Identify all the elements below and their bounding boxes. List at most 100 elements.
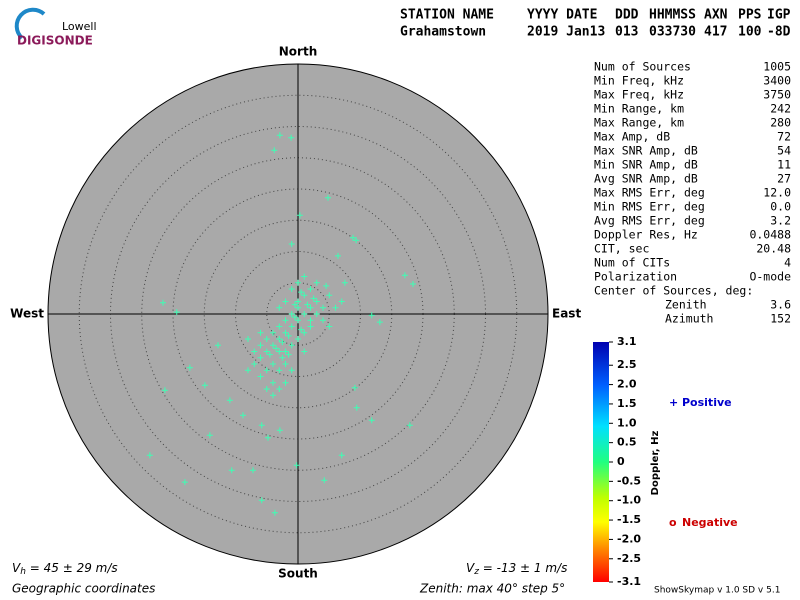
- colorbar-tick-label: 0: [617, 455, 625, 468]
- colorbar-tick-label: 1.0: [617, 416, 637, 429]
- source-point: [276, 427, 283, 434]
- source-point: [271, 147, 278, 154]
- direction-label: West: [10, 307, 44, 321]
- source-point: [338, 452, 345, 459]
- source-point: [368, 417, 375, 424]
- center-title: Center of Sources, deg:: [594, 284, 753, 298]
- source-point: [258, 497, 265, 504]
- stat-label: Polarization: [594, 270, 677, 284]
- source-point: [245, 367, 251, 374]
- colorbar-tick-label: 3.1: [617, 335, 637, 348]
- source-point: [282, 379, 289, 386]
- source-point: [368, 312, 375, 319]
- source-point: [295, 304, 301, 311]
- source-point: [338, 298, 345, 305]
- header-column: AXN: [704, 8, 728, 23]
- source-point: [270, 329, 276, 336]
- source-point: [276, 336, 283, 342]
- legend-label: Positive: [682, 396, 732, 409]
- source-point: [270, 361, 276, 367]
- stat-value: 20.48: [756, 242, 791, 256]
- colorbar-tick-label: -0.5: [617, 474, 641, 487]
- colorbar-tick-label: -2.5: [617, 552, 641, 565]
- source-point: [186, 364, 193, 371]
- source-point: [298, 326, 305, 333]
- stat-value: 1005: [763, 60, 791, 74]
- source-point: [257, 342, 264, 349]
- stat-value: 280: [770, 116, 791, 130]
- logo-top: Lowell: [62, 20, 97, 33]
- header-column: IGP: [767, 8, 791, 23]
- source-point: [320, 317, 326, 324]
- source-point: [326, 323, 333, 330]
- header-value: -8D: [767, 25, 791, 40]
- source-point: [288, 342, 295, 349]
- source-point: [295, 317, 301, 324]
- source-point: [320, 304, 326, 311]
- source-point: [276, 386, 283, 392]
- source-point: [257, 329, 264, 336]
- source-point: [325, 194, 331, 201]
- stat-value: 11: [777, 158, 791, 172]
- colorbar-tick-label: -1.0: [617, 494, 641, 507]
- source-point: [282, 361, 289, 367]
- source-point: [301, 329, 308, 336]
- source-point: [307, 304, 314, 311]
- stat-value: 72: [777, 130, 791, 144]
- header-value: Grahamstown: [400, 25, 486, 40]
- source-point: [173, 309, 180, 316]
- colorbar-tick-label: 1.5: [617, 397, 637, 410]
- source-point: [323, 282, 330, 289]
- stat-label: Doppler Res, Hz: [594, 228, 698, 242]
- stat-value: O-mode: [749, 270, 791, 284]
- source-point: [282, 298, 289, 305]
- velocity-symbol: V: [466, 561, 475, 575]
- stat-label: CIT, sec: [594, 242, 649, 256]
- source-point: [282, 329, 289, 336]
- stat-label: Max Range, km: [594, 116, 684, 130]
- velocity-subscript: z: [473, 567, 479, 577]
- source-point: [282, 317, 289, 324]
- source-point: [401, 272, 408, 279]
- source-point: [273, 345, 280, 352]
- colorbar-tick-label: -3.1: [617, 575, 641, 588]
- stat-label: Avg SNR Amp, dB: [594, 172, 698, 186]
- source-point: [288, 367, 295, 374]
- stat-value: 0.0488: [749, 228, 791, 242]
- source-point: [295, 279, 301, 286]
- source-point: [335, 252, 341, 259]
- source-point: [251, 361, 258, 367]
- source-point: [288, 134, 295, 141]
- source-point: [301, 348, 308, 355]
- source-point: [228, 467, 235, 474]
- source-point: [251, 348, 258, 355]
- source-point: [276, 132, 283, 139]
- source-point: [263, 336, 270, 342]
- stat-label: Min RMS Err, deg: [594, 200, 705, 214]
- legend-symbol: o: [669, 516, 677, 529]
- source-point: [351, 384, 358, 391]
- source-point: [326, 292, 333, 299]
- source-point: [298, 289, 305, 296]
- source-point: [270, 392, 276, 399]
- source-point: [304, 301, 311, 308]
- colorbar-label: Doppler, Hz: [650, 431, 661, 496]
- zenith-label: Zenith: max 40° step 5°: [419, 582, 565, 596]
- source-point: [146, 452, 153, 459]
- stat-value: 54: [777, 144, 791, 158]
- velocity-label: Vh = 45 ± 29 m/s: [12, 561, 118, 577]
- stat-value: 242: [770, 102, 791, 116]
- source-point: [257, 373, 264, 380]
- header-column: STATION NAME: [400, 8, 494, 23]
- source-point: [353, 404, 360, 411]
- source-point: [307, 323, 314, 330]
- source-point: [226, 397, 233, 404]
- velocity-value: = 45 ± 29 m/s: [26, 561, 118, 575]
- source-point: [245, 336, 251, 342]
- stat-value: 3750: [763, 88, 791, 102]
- source-point: [160, 299, 166, 306]
- source-point: [266, 351, 273, 358]
- colorbar-tick-label: -2.0: [617, 532, 641, 545]
- source-point: [313, 279, 320, 286]
